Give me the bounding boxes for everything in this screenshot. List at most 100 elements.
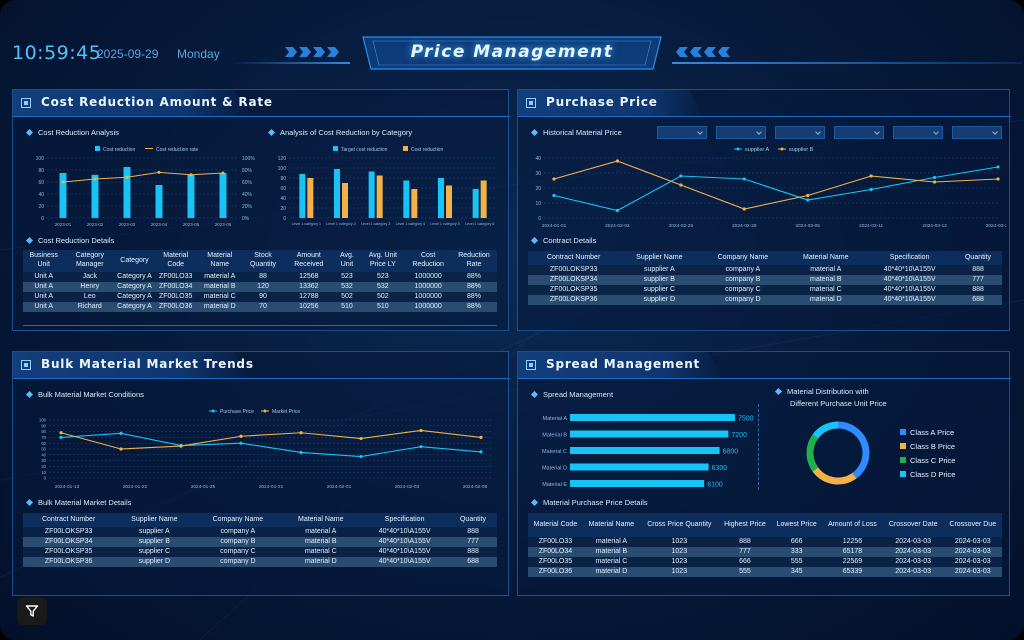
column-header[interactable]: Specification [865,251,955,265]
column-header[interactable]: Supplier Name [114,513,195,527]
legend-swatch [403,146,408,151]
table-cell: 40*40*10\A155V [360,557,450,567]
column-header[interactable]: Amount of Loss [822,513,883,537]
filter-dropdown-4[interactable] [834,126,884,139]
column-header[interactable]: Quantity [954,251,1002,265]
legend-label: Market Price [272,409,300,415]
table-row[interactable]: ZF00LO34 material B 1023 777 333 65178 2024-03… [528,547,1002,557]
table-cell: material A [197,272,242,282]
column-header[interactable]: Highest Price [718,513,772,537]
table-cell: 1023 [639,567,719,577]
legend-marker [211,409,215,413]
series-line [60,429,482,450]
table-row[interactable]: ZF00LO36 material D 1023 555 345 65339 2024-03… [528,567,1002,577]
x-tick-label: 2024-02-06 [463,484,488,490]
column-header[interactable]: Material Name [281,513,361,527]
column-header[interactable]: Material Name [197,250,242,272]
bar [570,430,729,438]
column-header[interactable]: Business Unit [23,250,65,272]
line-point [932,180,937,184]
line-point [552,193,556,198]
filter-dropdown-2[interactable] [716,126,766,139]
table-row[interactable]: Unit A Jack Category A ZF00LO33 material A 88… [23,272,497,282]
filter-dropdown-6[interactable] [952,126,1002,139]
table-cell: material C [786,285,866,295]
line-point [419,428,423,433]
bar [570,447,720,454]
table-cell: supplier C [114,547,195,557]
donut-legend-item: Class C Price [900,456,955,465]
x-tick-label: 2024-01-25 [191,484,216,490]
distribution-donut-chart [806,421,870,485]
y-tick-label: 100 [39,418,47,423]
column-header[interactable]: Cross Price Quantity [639,513,719,537]
column-header[interactable]: Contract Number [23,513,115,527]
column-header[interactable]: Stock Quantity [241,250,285,272]
line-point [615,159,620,163]
column-header[interactable]: Avg. Unit [333,250,361,272]
table-cell: ZF00LOKSP33 [23,527,115,537]
table-row[interactable]: ZF00LO33 material A 1023 888 666 12256 2024-03… [528,537,1002,547]
column-header[interactable]: Category [115,250,154,272]
filter-dropdown-3[interactable] [775,126,825,139]
column-header[interactable]: Quantity [449,513,497,527]
y-tick-label: 10 [535,201,541,207]
column-header[interactable]: Company Name [699,251,787,265]
column-header[interactable]: Category Manager [64,250,116,272]
table-row[interactable]: ZF00LO35 material C 1023 666 555 22569 2024-03… [528,557,1002,567]
table-row[interactable]: Unit A Leo Category A ZF00LO35 material C 90 1… [23,292,497,302]
column-header[interactable]: Avg. Unit Price LY [360,250,406,272]
line-point [359,454,363,459]
column-header[interactable]: Crossover Date [882,513,944,537]
table-cell: Category A [115,282,154,292]
purchase-panel-title: Purchase Price [546,95,658,109]
column-header[interactable]: Reduction Rate [451,250,497,272]
column-header[interactable]: Supplier Name [619,251,700,265]
y2-tick-label: 0% [242,216,250,222]
column-header[interactable]: Crossover Due [943,513,1002,537]
donut-legend-item: Class B Price [900,442,955,451]
column-header[interactable]: Material Code [528,513,583,537]
column-header[interactable]: Cost Reduction [405,250,451,272]
table-cell: company B [699,275,787,285]
column-header[interactable]: Lowest Price [771,513,823,537]
line-point [61,180,65,184]
column-header[interactable]: Contract Number [528,251,620,265]
column-header[interactable]: Amount Received [284,250,334,272]
bar [472,189,479,218]
column-header[interactable]: Company Name [194,513,282,527]
column-header[interactable]: Material Name [786,251,866,265]
table-cell: ZF00LOKSP35 [23,547,115,557]
table-cell: ZF00LOKSP36 [23,557,115,567]
table-cell: company D [194,557,282,567]
table-cell: material D [281,557,361,567]
table-cell: ZF00LO34 [153,282,198,292]
line-point [479,435,483,439]
series-line [62,171,224,183]
y-tick-label: 100 [36,156,45,162]
column-header[interactable]: Material Code [153,250,198,272]
filter-dropdown-5[interactable] [893,126,943,139]
table-cell: 1023 [639,557,719,567]
diamond-icon [530,390,539,398]
table-row[interactable]: Unit A Richard Category A ZF00LO36 material … [23,302,497,312]
line-point [996,165,1000,169]
table-cell: 90 [241,292,285,302]
column-header[interactable]: Material Name [582,513,640,537]
column-header[interactable]: Specification [360,513,450,527]
table-cell: 88% [451,282,497,292]
bar [342,183,348,218]
filter-dropdown-1[interactable] [657,126,707,139]
table-cell: material C [582,557,640,567]
filter-button[interactable] [17,597,47,625]
line-point [119,447,123,451]
